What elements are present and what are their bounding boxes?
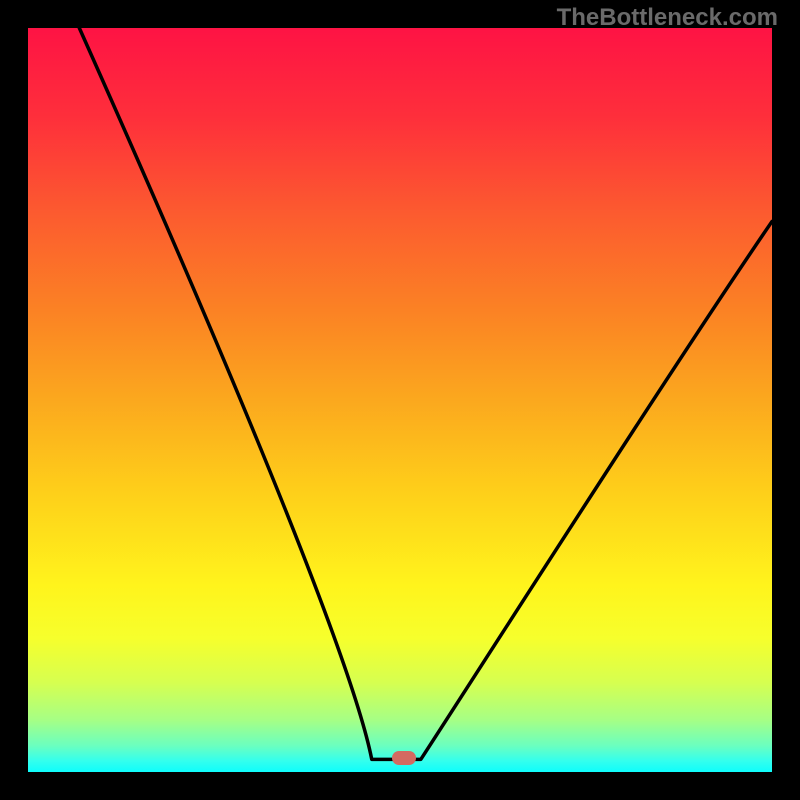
watermark-text: TheBottleneck.com <box>557 4 778 32</box>
optimum-marker <box>392 751 416 765</box>
plot-area <box>28 28 772 772</box>
bottleneck-curve <box>28 28 772 772</box>
figure-frame: { "canvas": { "width": 800, "height": 80… <box>0 0 800 800</box>
